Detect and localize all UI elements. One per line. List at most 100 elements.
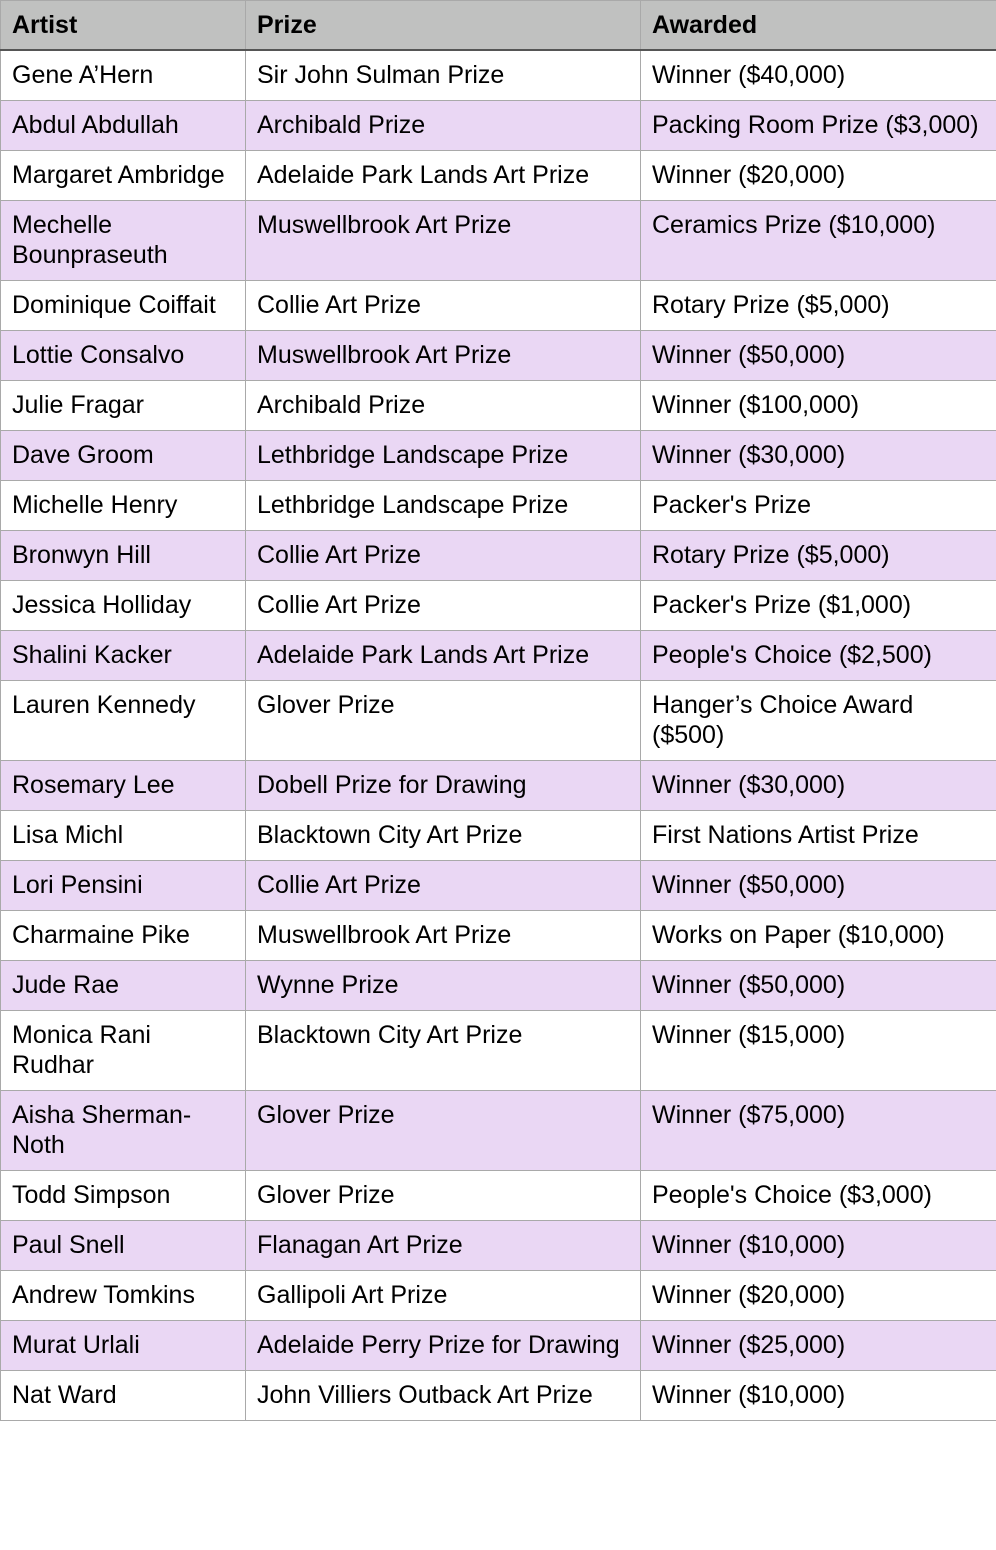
awarded-cell: Winner ($50,000) (640, 330, 996, 381)
prize-cell: Muswellbrook Art Prize (245, 200, 641, 281)
table-row: Michelle Henry Lethbridge Landscape Prize… (0, 480, 996, 531)
table-row: Mechelle Bounpraseuth Muswellbrook Art Pr… (0, 200, 996, 281)
awarded-cell: Rotary Prize ($5,000) (640, 280, 996, 331)
prize-cell: Archibald Prize (245, 100, 641, 151)
artist-cell: Rosemary Lee (0, 760, 246, 811)
artist-cell: Nat Ward (0, 1370, 246, 1421)
artist-cell: Todd Simpson (0, 1170, 246, 1221)
prize-cell: Blacktown City Art Prize (245, 1010, 641, 1091)
awarded-cell: Ceramics Prize ($10,000) (640, 200, 996, 281)
artist-cell: Andrew Tomkins (0, 1270, 246, 1321)
prize-cell: Collie Art Prize (245, 530, 641, 581)
header-prize: Prize (245, 0, 641, 51)
awarded-cell: Winner ($10,000) (640, 1220, 996, 1271)
artist-cell: Lottie Consalvo (0, 330, 246, 381)
header-artist: Artist (0, 0, 246, 51)
artist-cell: Mechelle Bounpraseuth (0, 200, 246, 281)
awarded-cell: Rotary Prize ($5,000) (640, 530, 996, 581)
table-row: Jude Rae Wynne Prize Winner ($50,000) (0, 960, 996, 1011)
table-row: Todd Simpson Glover Prize People's Choice … (0, 1170, 996, 1221)
prize-cell: John Villiers Outback Art Prize (245, 1370, 641, 1421)
artist-cell: Jessica Holliday (0, 580, 246, 631)
artist-cell: Charmaine Pike (0, 910, 246, 961)
prize-cell: Adelaide Perry Prize for Drawing (245, 1320, 641, 1371)
prize-cell: Lethbridge Landscape Prize (245, 480, 641, 531)
prize-cell: Collie Art Prize (245, 860, 641, 911)
prize-cell: Muswellbrook Art Prize (245, 330, 641, 381)
table-row: Gene A’Hern Sir John Sulman Prize Winner (… (0, 49, 996, 101)
artist-cell: Dominique Coiffait (0, 280, 246, 331)
table-row: Jessica Holliday Collie Art Prize Packer's… (0, 580, 996, 631)
table-row: Lottie Consalvo Muswellbrook Art Prize Win… (0, 330, 996, 381)
artist-cell: Jude Rae (0, 960, 246, 1011)
table-row: Abdul Abdullah Archibald Prize Packing Roo… (0, 100, 996, 151)
table-body: Gene A’Hern Sir John Sulman Prize Winner (… (0, 49, 996, 1421)
table-row: Andrew Tomkins Gallipoli Art Prize Winner … (0, 1270, 996, 1321)
artist-cell: Michelle Henry (0, 480, 246, 531)
prize-cell: Lethbridge Landscape Prize (245, 430, 641, 481)
awarded-cell: Packer's Prize ($1,000) (640, 580, 996, 631)
awarded-cell: Winner ($30,000) (640, 760, 996, 811)
awarded-cell: Winner ($100,000) (640, 380, 996, 431)
prize-cell: Adelaide Park Lands Art Prize (245, 630, 641, 681)
prize-cell: Glover Prize (245, 1170, 641, 1221)
table-row: Lisa Michl Blacktown City Art Prize First … (0, 810, 996, 861)
awarded-cell: Winner ($20,000) (640, 150, 996, 201)
artist-cell: Julie Fragar (0, 380, 246, 431)
artist-cell: Shalini Kacker (0, 630, 246, 681)
table-row: Aisha Sherman-Noth Glover Prize Winner ($7… (0, 1090, 996, 1171)
awarded-cell: Winner ($75,000) (640, 1090, 996, 1171)
awarded-cell: Works on Paper ($10,000) (640, 910, 996, 961)
table-row: Monica Rani Rudhar Blacktown City Art Pri… (0, 1010, 996, 1091)
awarded-cell: Packing Room Prize ($3,000) (640, 100, 996, 151)
table-row: Shalini Kacker Adelaide Park Lands Art Pr… (0, 630, 996, 681)
table-row: Lauren Kennedy Glover Prize Hanger’s Choic… (0, 680, 996, 761)
artist-cell: Lauren Kennedy (0, 680, 246, 761)
artist-cell: Lori Pensini (0, 860, 246, 911)
table-row: Rosemary Lee Dobell Prize for Drawing Winn… (0, 760, 996, 811)
prize-cell: Muswellbrook Art Prize (245, 910, 641, 961)
header-row: Artist Prize Awarded (0, 0, 996, 51)
prize-cell: Dobell Prize for Drawing (245, 760, 641, 811)
awarded-cell: Winner ($40,000) (640, 49, 996, 101)
awarded-cell: Winner ($20,000) (640, 1270, 996, 1321)
table-row: Julie Fragar Archibald Prize Winner ($100,… (0, 380, 996, 431)
prize-cell: Blacktown City Art Prize (245, 810, 641, 861)
artist-cell: Monica Rani Rudhar (0, 1010, 246, 1091)
table-row: Dave Groom Lethbridge Landscape Prize Winn… (0, 430, 996, 481)
awarded-cell: First Nations Artist Prize (640, 810, 996, 861)
table-row: Paul Snell Flanagan Art Prize Winner ($10,… (0, 1220, 996, 1271)
artist-cell: Abdul Abdullah (0, 100, 246, 151)
awarded-cell: Packer's Prize (640, 480, 996, 531)
awarded-cell: Winner ($50,000) (640, 860, 996, 911)
table-row: Lori Pensini Collie Art Prize Winner ($50,… (0, 860, 996, 911)
prize-cell: Archibald Prize (245, 380, 641, 431)
artist-cell: Gene A’Hern (0, 49, 246, 101)
artist-cell: Murat Urlali (0, 1320, 246, 1371)
awarded-cell: People's Choice ($3,000) (640, 1170, 996, 1221)
table-row: Nat Ward John Villiers Outback Art Prize W… (0, 1370, 996, 1421)
table-row: Dominique Coiffait Collie Art Prize Rotary… (0, 280, 996, 331)
prize-cell: Collie Art Prize (245, 280, 641, 331)
artist-cell: Margaret Ambridge (0, 150, 246, 201)
awarded-cell: People's Choice ($2,500) (640, 630, 996, 681)
awarded-cell: Winner ($25,000) (640, 1320, 996, 1371)
awards-table: Artist Prize Awarded Gene A’Hern Sir John… (0, 0, 996, 1421)
prize-cell: Wynne Prize (245, 960, 641, 1011)
artist-cell: Dave Groom (0, 430, 246, 481)
artist-cell: Lisa Michl (0, 810, 246, 861)
artist-cell: Aisha Sherman-Noth (0, 1090, 246, 1171)
awarded-cell: Hanger’s Choice Award ($500) (640, 680, 996, 761)
prize-cell: Sir John Sulman Prize (245, 49, 641, 101)
table-row: Charmaine Pike Muswellbrook Art Prize Work… (0, 910, 996, 961)
table-row: Murat Urlali Adelaide Perry Prize for Dra… (0, 1320, 996, 1371)
awarded-cell: Winner ($50,000) (640, 960, 996, 1011)
awarded-cell: Winner ($30,000) (640, 430, 996, 481)
awarded-cell: Winner ($10,000) (640, 1370, 996, 1421)
prize-cell: Adelaide Park Lands Art Prize (245, 150, 641, 201)
header-awarded: Awarded (640, 0, 996, 51)
artist-cell: Bronwyn Hill (0, 530, 246, 581)
table-row: Bronwyn Hill Collie Art Prize Rotary Prize… (0, 530, 996, 581)
prize-cell: Gallipoli Art Prize (245, 1270, 641, 1321)
prize-cell: Glover Prize (245, 680, 641, 761)
